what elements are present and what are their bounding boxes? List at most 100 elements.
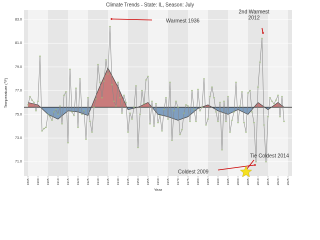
data-point <box>261 37 263 40</box>
x-tick-label: 1905 <box>46 178 50 185</box>
data-point <box>41 130 43 132</box>
data-point <box>133 106 135 108</box>
data-point <box>65 91 67 93</box>
data-point <box>277 94 279 97</box>
data-point <box>29 95 31 98</box>
data-point <box>77 126 79 129</box>
data-point <box>163 108 165 111</box>
arrow-head <box>262 32 264 34</box>
data-point <box>209 95 211 98</box>
data-point <box>167 118 169 120</box>
annotation: Coldest 2009 <box>178 169 209 175</box>
band <box>148 10 168 176</box>
data-point <box>207 118 209 120</box>
x-tick-label: 1915 <box>66 178 70 185</box>
y-axis-label: Temperature (°F) <box>3 77 8 108</box>
data-point <box>179 133 181 136</box>
data-point <box>171 139 173 142</box>
data-point <box>213 97 215 99</box>
band <box>268 10 288 176</box>
data-point <box>281 95 283 98</box>
data-point <box>219 101 221 104</box>
data-point <box>51 119 53 121</box>
data-point <box>47 113 49 116</box>
annotation: Tie Coldest 2014 <box>250 153 289 159</box>
data-point <box>247 92 249 94</box>
data-point <box>175 100 177 103</box>
annotation: 2012 <box>248 15 260 21</box>
x-tick-label: 1920 <box>76 178 80 185</box>
x-tick-label: 1985 <box>206 178 210 185</box>
data-point <box>169 81 171 84</box>
annotation: 2nd Warmest <box>239 9 270 15</box>
data-point <box>269 97 271 99</box>
data-point <box>85 138 87 140</box>
data-point <box>31 99 33 101</box>
data-point <box>159 114 161 117</box>
area-above <box>28 68 284 108</box>
band <box>28 10 48 176</box>
data-point <box>153 125 155 127</box>
data-point <box>93 106 95 108</box>
data-point <box>117 81 119 84</box>
data-point <box>127 131 129 133</box>
data-point <box>203 78 205 80</box>
data-point <box>157 121 159 124</box>
data-point <box>271 100 273 103</box>
data-point <box>45 126 47 129</box>
data-point <box>137 146 139 149</box>
data-point <box>255 161 257 163</box>
data-point <box>57 113 59 116</box>
data-point <box>215 111 217 113</box>
data-point <box>223 100 225 103</box>
arrow-head <box>110 18 113 20</box>
data-point <box>273 102 275 105</box>
data-point <box>217 120 219 123</box>
data-point <box>91 131 93 133</box>
chart: Climate Trends - State: IL, Season: July… <box>3 2 292 193</box>
smooth-line <box>27 67 285 121</box>
y-tick-label: 75.0 <box>15 112 22 116</box>
y-tick-label: 79.0 <box>15 65 22 69</box>
data-point <box>83 110 85 112</box>
data-point <box>231 119 233 121</box>
data-point <box>259 61 261 63</box>
data-point <box>131 118 133 120</box>
data-point <box>121 112 123 114</box>
data-point <box>251 111 253 113</box>
data-point <box>95 98 97 100</box>
x-tick-label: 1995 <box>226 178 230 185</box>
area-below <box>28 107 284 121</box>
data-point <box>125 101 127 104</box>
data-point <box>201 106 203 108</box>
data-point <box>101 97 103 99</box>
x-tick-label: 1900 <box>36 178 40 185</box>
data-point <box>239 105 241 107</box>
data-point <box>185 104 187 106</box>
x-tick-label: 1930 <box>96 178 100 185</box>
x-tick-label: 1965 <box>166 178 170 185</box>
chart-title: Climate Trends - State: IL, Season: July <box>106 2 195 8</box>
band <box>68 10 88 176</box>
data-point <box>221 149 223 151</box>
x-tick-label: 1950 <box>136 178 140 185</box>
data-point <box>139 113 141 116</box>
data-point <box>129 112 131 114</box>
x-tick-label: 2005 <box>246 178 250 185</box>
y-tick-label: 71.0 <box>15 160 22 164</box>
data-point <box>123 94 125 97</box>
data-point <box>59 105 61 107</box>
x-tick-label: 1945 <box>126 178 130 185</box>
data-point <box>195 120 197 123</box>
x-tick-label: 1940 <box>116 178 120 185</box>
data-point <box>67 142 69 144</box>
x-tick-label: 1970 <box>176 178 180 185</box>
annotation: Warmest 1936 <box>166 18 200 24</box>
data-point <box>107 73 109 75</box>
data-point <box>75 87 77 89</box>
data-point <box>241 91 243 93</box>
record-star <box>239 165 253 178</box>
data-point <box>71 111 73 113</box>
data-point <box>135 85 137 87</box>
data-point <box>87 97 89 99</box>
